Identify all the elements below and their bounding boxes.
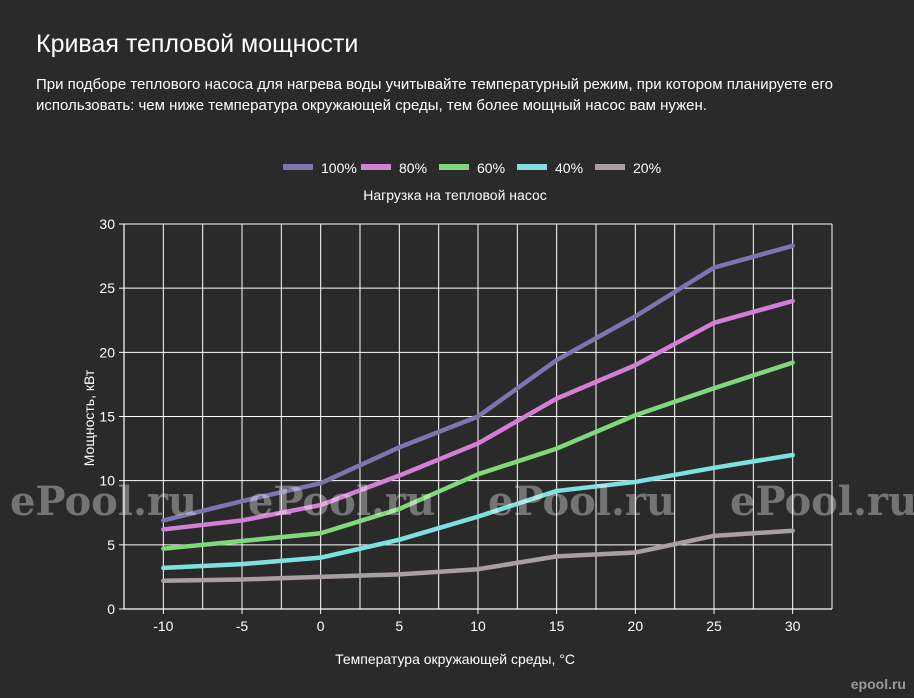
y-tick-label: 15	[99, 409, 115, 425]
x-tick-label: 10	[470, 618, 486, 634]
x-tick-label: 5	[395, 618, 403, 634]
x-tick-label: 20	[628, 618, 644, 634]
y-tick-label: 5	[107, 537, 115, 553]
legend-label: 60%	[477, 160, 505, 176]
y-axis-label: Мощность, кВт	[81, 369, 97, 466]
watermark: ePool.ru	[10, 478, 198, 525]
chart-ticks: 0 5 10 15 20 25 30 -10 -5 0 5 10 15 20 25 30	[99, 216, 800, 634]
x-tick-label: 25	[706, 618, 722, 634]
watermark: ePool.ru	[248, 478, 436, 525]
x-axis-label: Температура окружающей среды, °С	[335, 651, 575, 667]
x-tick-label: -10	[153, 618, 173, 634]
x-tick-label: 30	[785, 618, 801, 634]
page-title: Кривая тепловой мощности	[36, 30, 359, 58]
y-tick-label: 10	[99, 473, 115, 489]
y-tick-label: 30	[99, 216, 115, 232]
legend-label: 20%	[633, 160, 661, 176]
x-tick-label: -5	[236, 618, 249, 634]
chart-legend: 100% 80% 60% 40% 20%	[283, 160, 661, 176]
y-tick-label: 25	[99, 280, 115, 296]
x-tick-label: 0	[317, 618, 325, 634]
series-line-100pct	[161, 243, 795, 523]
series-line-80pct	[161, 298, 795, 532]
page-description: При подборе теплового насоса для нагрева…	[36, 76, 833, 114]
watermark: ePool.ru	[488, 478, 676, 525]
legend-label: 80%	[399, 160, 427, 176]
legend-label: 100%	[321, 160, 357, 176]
series-line-40pct	[161, 452, 795, 571]
series-line-60pct	[161, 360, 795, 551]
series-line-20pct	[161, 528, 795, 584]
legend-label: 40%	[555, 160, 583, 176]
chart-series	[161, 243, 795, 584]
y-tick-label: 0	[107, 601, 115, 617]
legend-title: Нагрузка на тепловой насос	[363, 187, 547, 203]
watermark: ePool.ru	[730, 478, 914, 525]
corner-logo: epool.ru	[850, 676, 906, 692]
y-tick-label: 20	[99, 344, 115, 360]
x-tick-label: 15	[549, 618, 565, 634]
